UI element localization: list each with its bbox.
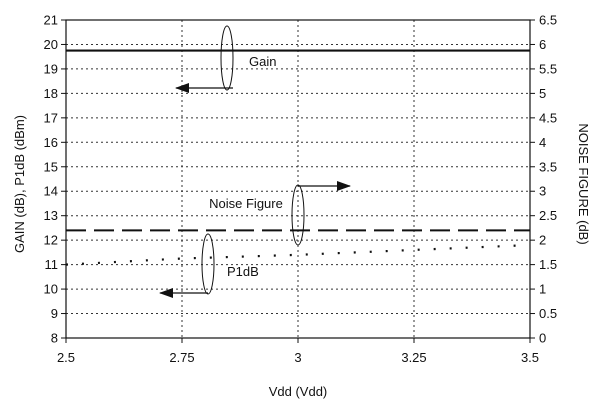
y-left-tick-label: 15 [44,159,58,174]
tick-layer: 8 9 10 11 12 13 14 15 16 17 18 19 20 21 0 0.5 1 1.5 2 2.5 3 3… [44,13,558,366]
annotation-label: Gain [249,54,276,69]
x-tick-label: 2.75 [169,350,194,365]
y-right-tick-label: 4.5 [539,110,557,125]
annotation-label: P1dB [227,264,259,279]
y-right-axis-title: NOISE FIGURE (dB) [576,123,591,244]
series-layer [65,49,531,266]
x-tick-label: 2.5 [57,350,75,365]
y-left-tick-label: 18 [44,86,58,101]
y-right-tick-label: 2 [539,233,546,248]
annotation-label: Noise Figure [209,196,283,211]
callout-ellipse [201,233,215,295]
x-axis-title: Vdd (Vdd) [269,384,328,399]
y-right-tick-label: 2.5 [539,208,557,223]
annotation-layer: Gain Noise Figure P1dB [159,25,351,298]
y-right-tick-label: 0 [539,331,546,346]
y-left-tick-label: 9 [51,306,58,321]
y-left-tick-label: 10 [44,282,58,297]
grid [66,20,530,338]
y-left-tick-label: 21 [44,13,58,28]
x-tick-label: 3.25 [401,350,426,365]
y-left-tick-label: 16 [44,135,58,150]
x-tick-label: 3 [294,350,301,365]
y-right-tick-label: 1 [539,282,546,297]
y-left-tick-label: 19 [44,61,58,76]
y-left-tick-label: 11 [45,257,59,272]
y-right-tick-label: 3 [539,184,546,199]
y-right-tick-label: 6.5 [539,13,557,28]
y-right-tick-label: 3.5 [539,159,557,174]
y-right-tick-label: 0.5 [539,306,557,321]
x-tick-label: 3.5 [521,350,539,365]
y-left-tick-label: 12 [44,233,58,248]
y-right-tick-label: 6 [539,37,546,52]
y-right-tick-label: 5.5 [539,61,557,76]
y-left-tick-label: 17 [44,110,58,125]
callout-ellipse [220,25,234,91]
y-left-tick-label: 20 [44,37,58,52]
callout-ellipse [291,184,305,246]
y-left-tick-label: 8 [51,331,58,346]
y-right-tick-label: 5 [539,86,546,101]
y-left-axis-title: GAIN (dB), P1dB (dBm) [12,115,27,253]
y-right-tick-label: 4 [539,135,546,150]
y-right-tick-label: 1.5 [539,257,557,272]
y-left-tick-label: 14 [44,184,58,199]
y-left-tick-label: 13 [44,208,58,223]
